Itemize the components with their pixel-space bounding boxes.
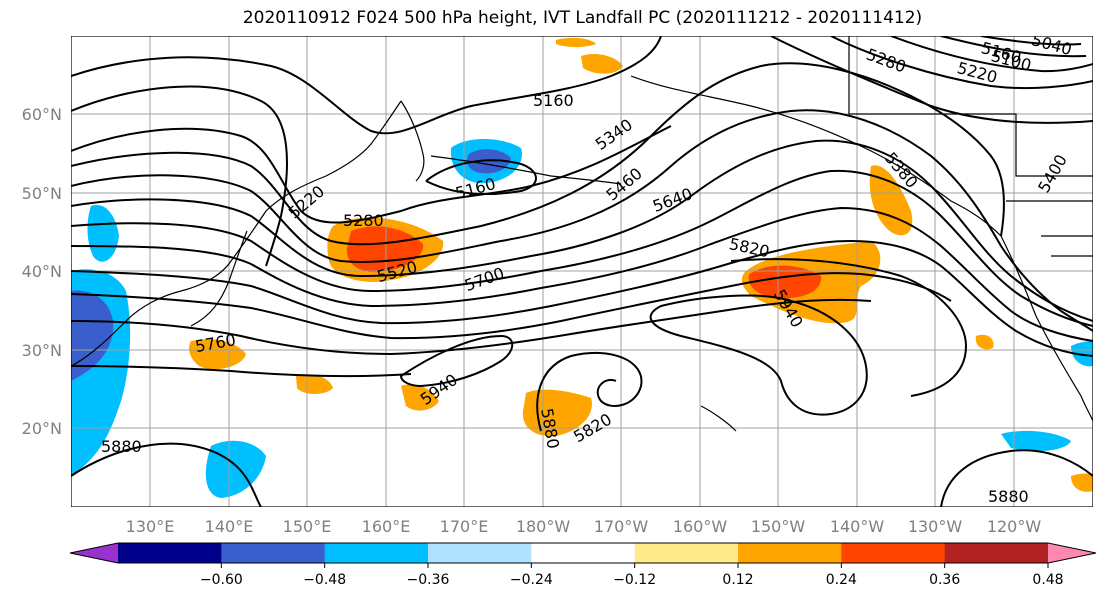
colorbar-tick-label: 0.48 [1032, 572, 1063, 588]
shade-blue-west-upper [87, 205, 119, 262]
contour-5880-se [940, 449, 1093, 507]
shade-orange-bc [869, 165, 913, 236]
lat-label: 40°N [22, 262, 62, 281]
graticule [71, 36, 1093, 507]
shade-orange-west-30n [189, 339, 246, 370]
colorbar-segment [531, 543, 636, 563]
colorbar-extend-min [70, 543, 118, 563]
lat-label: 20°N [22, 419, 62, 438]
lon-label: 130°W [908, 517, 963, 536]
colorbar-tick-label: −0.48 [303, 572, 346, 588]
lon-label: 180°W [516, 517, 571, 536]
contour-5160-north [71, 36, 662, 135]
shade-red-cluster-west [346, 226, 424, 273]
contour-label: 5160 [533, 91, 574, 110]
coast-hawaii [700, 405, 737, 432]
lon-label: 170°W [594, 517, 649, 536]
lon-label: 120°W [987, 517, 1042, 536]
shade-blue-far-se [1071, 341, 1093, 367]
lon-label: 130°E [126, 517, 175, 536]
shade-orange-south-c [296, 374, 333, 394]
lon-label: 140°E [205, 517, 254, 536]
lon-label: 150°W [751, 517, 806, 536]
coast-aleutians [430, 155, 622, 185]
coastlines [71, 36, 1093, 432]
contour-5580 [71, 206, 1093, 342]
colorbar-segment [118, 543, 222, 563]
lat-label: 30°N [22, 341, 62, 360]
contour-5760 [71, 298, 872, 356]
contour-5700 [71, 272, 952, 340]
lon-label: 160°W [673, 517, 728, 536]
contour-5820-mid [71, 365, 412, 378]
contour-5940-west [399, 334, 514, 388]
contour-5400 [71, 109, 1093, 332]
colorbar-segment [738, 543, 842, 563]
colorbar-segment [634, 543, 739, 563]
contour-5280 [71, 125, 672, 224]
lat-label: 60°N [22, 105, 62, 124]
contour-5520 [71, 169, 1093, 327]
longitude-labels: 130°E 140°E 150°E 160°E 170°E 180°W 170°… [126, 517, 1042, 536]
contour-5820-east [730, 258, 968, 397]
contour-5040 [980, 36, 1082, 46]
contour-5160-low [425, 159, 537, 195]
colorbar-segment [324, 543, 429, 563]
colorbar-tick-label: −0.36 [407, 572, 450, 588]
colorbar-segment [221, 543, 326, 563]
lon-label: 170°E [440, 517, 489, 536]
colorbar-tick-label: 0.12 [722, 572, 753, 588]
shade-orange-north-east [581, 54, 623, 74]
shade-orange-far-se [1071, 473, 1093, 492]
lon-label: 160°E [362, 517, 411, 536]
coast-na-west [1000, 235, 1093, 422]
colorbar-tick-label: 0.36 [929, 572, 960, 588]
shade-blue-se [1001, 430, 1071, 452]
border-us-states [1041, 235, 1093, 257]
contour-5880-spiral [536, 351, 643, 432]
lat-label: 50°N [22, 184, 62, 203]
contour-5460 [71, 139, 1093, 322]
colorbar-ticks: −0.60 −0.48 −0.36 −0.24 −0.12 0.12 0.24 0.36 0.4… [200, 563, 1064, 588]
colorbar-extend-max [1048, 543, 1096, 563]
lon-label: 150°E [283, 517, 332, 536]
contour-5340 [71, 62, 1005, 246]
figure-title: 2020110912 F024 500 hPa height, IVT Land… [242, 8, 923, 28]
shade-red-cluster-east [748, 265, 822, 299]
shade-orange-south-b [401, 384, 439, 411]
shade-orange-tiny-north [556, 37, 596, 47]
contour-5220-ne [830, 36, 1093, 90]
contour-5640 [71, 239, 1093, 357]
colorbar-tick-label: 0.24 [826, 572, 857, 588]
map-panel: 5160 5220 5280 5340 5460 5520 5640 5700 … [71, 36, 1093, 507]
coast-japan [190, 230, 248, 327]
box-border-canada [848, 36, 1093, 177]
lon-label: 140°W [830, 517, 885, 536]
coast-alaska [630, 75, 1002, 237]
height-contours [71, 36, 1093, 507]
contour-label: 5880 [101, 437, 142, 456]
coast-asia [71, 100, 402, 367]
colorbar-segment [841, 543, 946, 563]
colorbar-segment [428, 543, 532, 563]
contour-5160-ne [890, 36, 1093, 73]
shade-darkblue-west-coast [71, 290, 114, 381]
contour-5220-arc [71, 85, 288, 267]
latitude-labels: 60°N 50°N 40°N 30°N 20°N [22, 105, 62, 438]
colorbar-tick-label: −0.60 [200, 572, 243, 588]
colorbar-segment [944, 543, 1049, 563]
coast-kamchatka [400, 100, 425, 182]
contour-label: 5880 [988, 487, 1029, 506]
contour-5100 [940, 36, 1087, 58]
contour-5940-ring [649, 294, 868, 416]
colorbar-tick-label: −0.24 [510, 572, 553, 588]
contour-label: 5280 [343, 211, 384, 230]
contour-5880-sw [71, 442, 262, 507]
colorbar-tick-label: −0.12 [613, 572, 656, 588]
shade-orange-far-e-30n [975, 334, 994, 350]
colorbar-segments [69, 542, 1097, 564]
